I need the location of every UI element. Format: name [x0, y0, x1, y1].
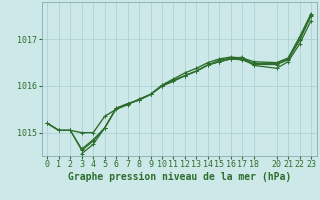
X-axis label: Graphe pression niveau de la mer (hPa): Graphe pression niveau de la mer (hPa): [68, 172, 291, 182]
